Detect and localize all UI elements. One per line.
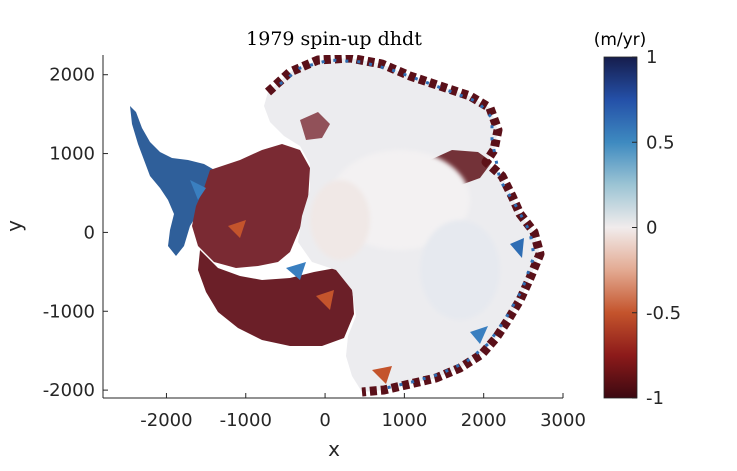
- y-tick: 1000: [49, 144, 108, 165]
- x-tick-label: -1000: [220, 410, 272, 431]
- colorbar-tick-label: -0.5: [646, 303, 681, 324]
- x-tick: 1000: [381, 393, 427, 431]
- y-tick-label: 0: [84, 222, 95, 243]
- ross-sector-region: [198, 250, 354, 346]
- ice-sheet-field: [130, 55, 545, 397]
- colorbar-tick-label: 1: [646, 47, 657, 68]
- interior-patch-2: [420, 220, 500, 320]
- colorbar-tick-label: 0.5: [646, 132, 675, 153]
- streak-a: [190, 180, 206, 200]
- x-ticks: -2000 -1000 0 1000 2000 3000: [140, 393, 586, 431]
- x-tick: 0: [319, 393, 331, 431]
- streak-d: [316, 290, 334, 310]
- x-tick-label: -2000: [140, 410, 192, 431]
- streak-f: [470, 326, 488, 344]
- axes-frame: [102, 55, 563, 399]
- y-tick-label: -1000: [43, 301, 95, 322]
- interior-patch-3: [310, 180, 370, 260]
- colorbar-tick-label: 0: [646, 218, 657, 239]
- coastal-thinning-rim: [264, 55, 545, 397]
- colorbar-tick: 0.5: [632, 132, 675, 153]
- streak-e: [510, 238, 524, 258]
- streak-b: [228, 220, 246, 238]
- y-tick: 0: [84, 222, 108, 243]
- x-tick-label: 3000: [540, 410, 586, 431]
- streak-g: [372, 366, 392, 384]
- y-tick: -2000: [43, 380, 108, 401]
- colorbar-tick: -1: [632, 388, 664, 409]
- colorbar-tick: -0.5: [632, 303, 681, 324]
- x-tick-label: 0: [319, 410, 330, 431]
- peninsula-region: [130, 106, 222, 256]
- west-antarctica-region: [192, 144, 310, 268]
- x-tick: 3000: [540, 393, 586, 431]
- plot-area: [130, 55, 545, 397]
- colorbar-tick: 0: [632, 218, 657, 239]
- y-tick-label: 1000: [49, 144, 95, 165]
- x-tick: -1000: [220, 393, 272, 431]
- colorbar-ticks: -1 -0.5 0 0.5 1: [632, 47, 681, 409]
- y-ticks: -2000 -1000 0 1000 2000: [43, 65, 108, 401]
- x-axis-label: x: [328, 437, 340, 461]
- y-tick: 2000: [49, 65, 108, 86]
- y-axis-label: y: [2, 220, 26, 232]
- x-tick-label: 2000: [461, 410, 507, 431]
- x-tick: 2000: [461, 393, 507, 431]
- colorbar-tick-label: -1: [646, 388, 664, 409]
- chart-title: 1979 spin-up dhdt: [246, 28, 422, 50]
- y-tick-label: -2000: [43, 380, 95, 401]
- x-tick: -2000: [140, 393, 193, 431]
- colorbar: (m/yr) -1 -0.5 0 0.5 1: [594, 30, 681, 409]
- embayment-north: [300, 112, 330, 140]
- streak-c: [286, 262, 306, 280]
- colorbar-unit-label: (m/yr): [594, 30, 647, 50]
- y-tick-label: 2000: [49, 65, 95, 86]
- colorbar-tick: 1: [632, 47, 657, 68]
- y-tick: -1000: [43, 301, 108, 322]
- x-tick-label: 1000: [381, 410, 427, 431]
